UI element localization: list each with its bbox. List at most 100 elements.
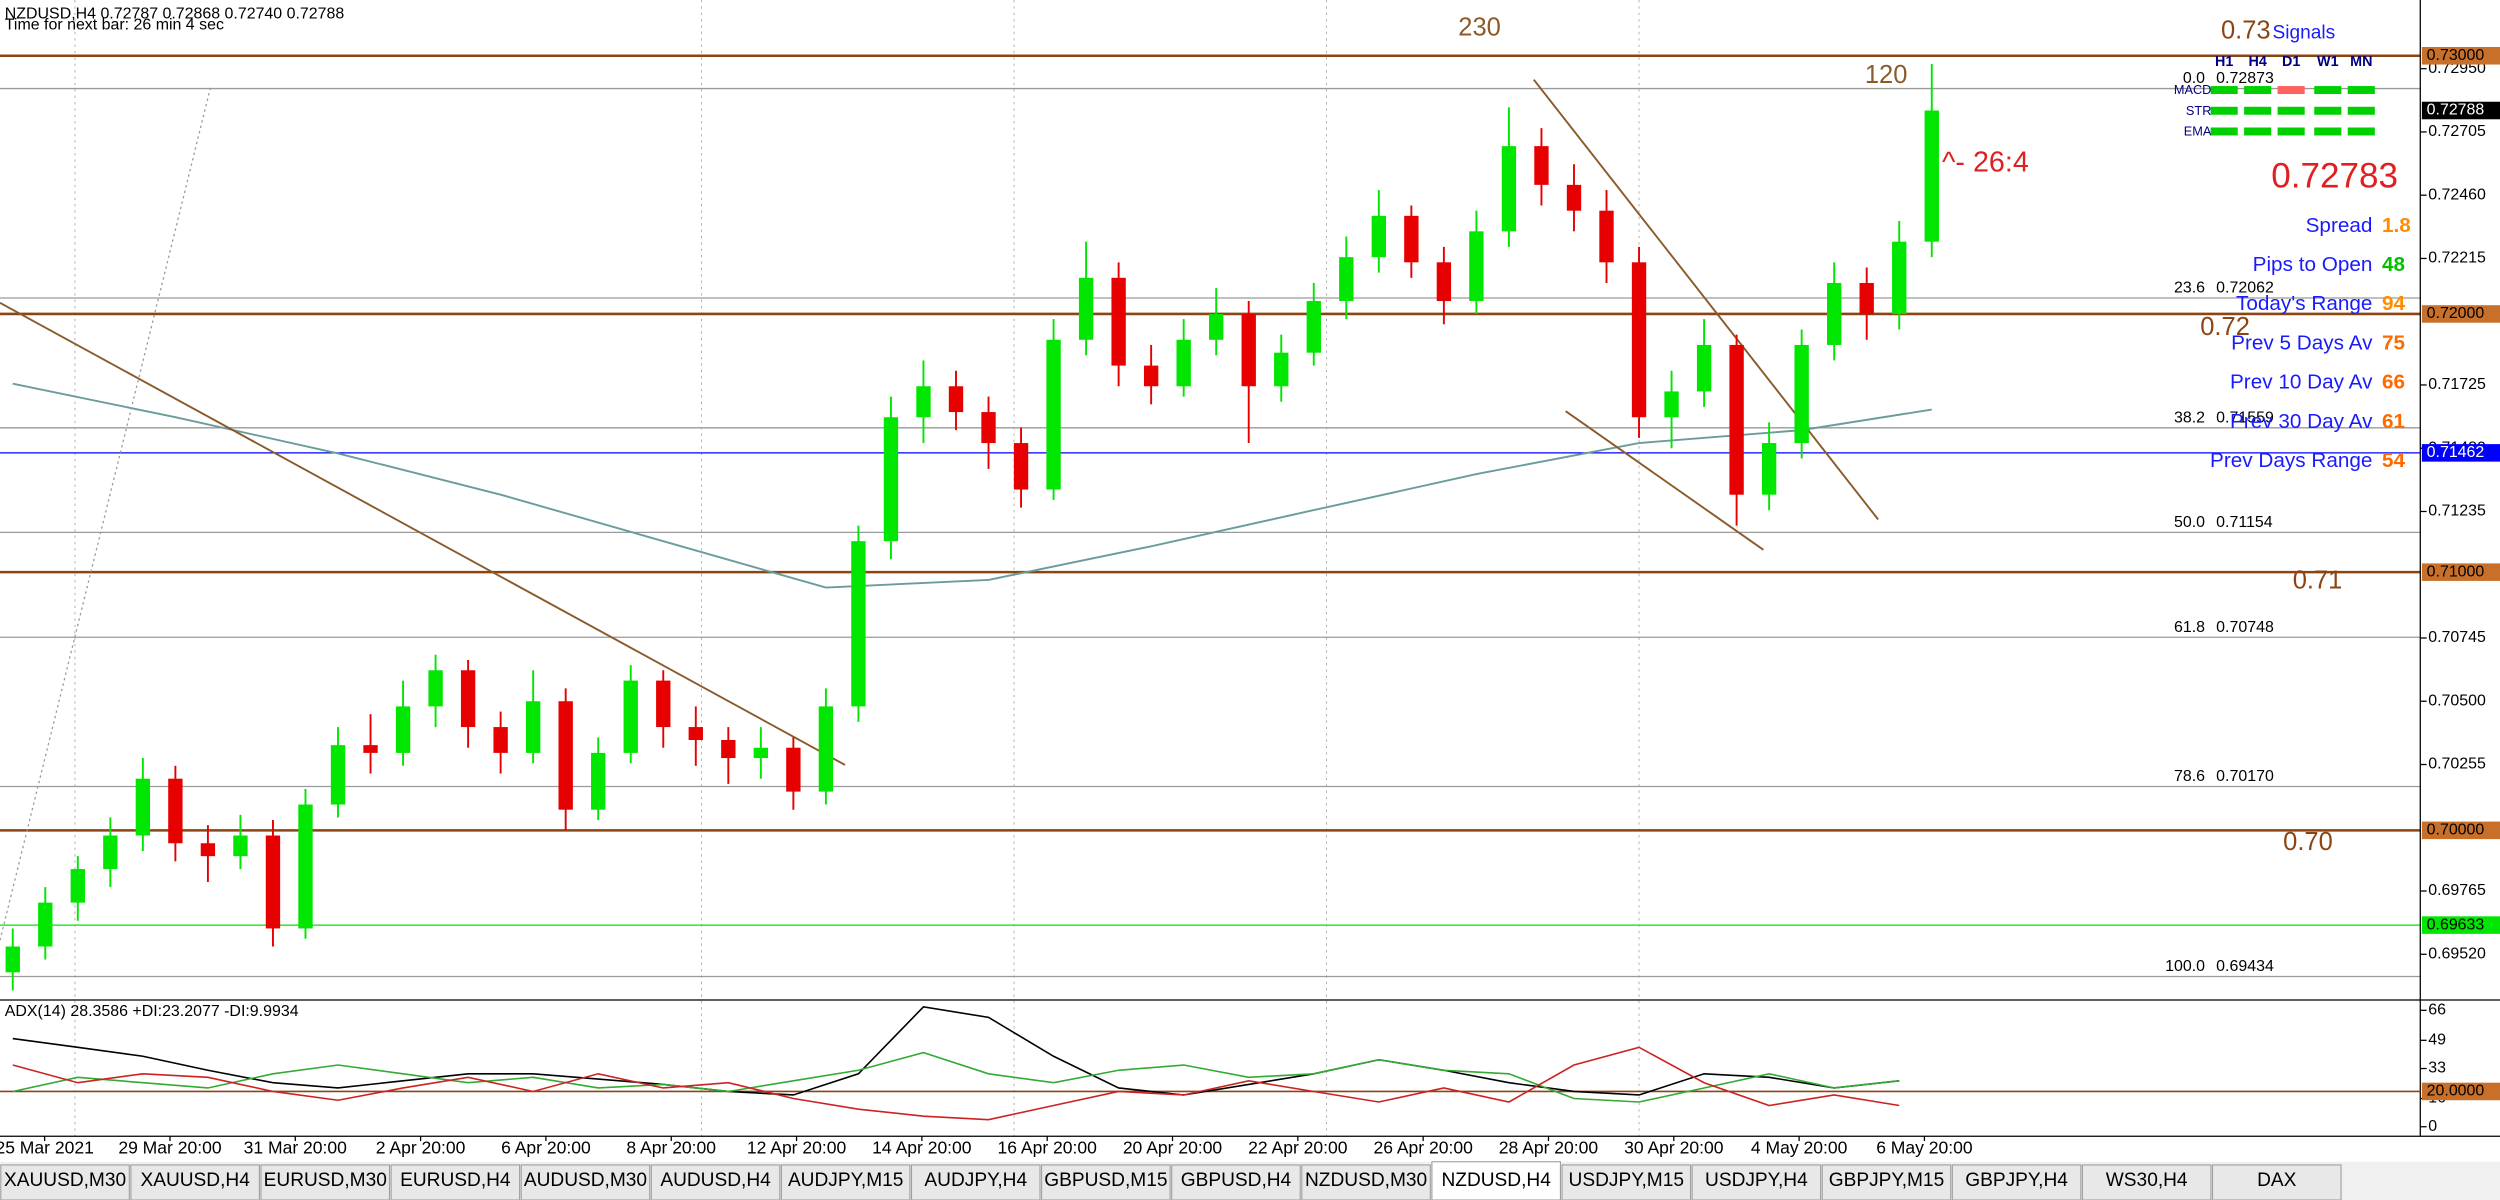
candle-body: [38, 902, 53, 947]
y-tick-label: 0.72215: [2428, 250, 2486, 267]
adx-title: ADX(14) 28.3586 +DI:23.2077 -DI:9.9934: [5, 1003, 299, 1020]
tab-label[interactable]: AUDJPY,M15: [788, 1170, 903, 1191]
trendline: [0, 301, 846, 766]
candle-body: [363, 745, 378, 753]
candle-body: [818, 706, 834, 792]
signal-column: H1: [2215, 54, 2233, 70]
candle-body: [948, 386, 964, 413]
candle-body: [1696, 344, 1712, 392]
candle-body: [591, 752, 606, 810]
candle-body: [1501, 146, 1517, 232]
trendline: [1565, 410, 1764, 551]
tab[interactable]: [1431, 1161, 1561, 1200]
candle-body: [558, 701, 573, 810]
candle-body: [1078, 277, 1094, 340]
tab-label[interactable]: WS30,H4: [2106, 1170, 2188, 1191]
tab[interactable]: [260, 1164, 391, 1200]
tab-label[interactable]: USDJPY,H4: [1705, 1170, 1808, 1191]
tab[interactable]: [1041, 1164, 1171, 1200]
candle-body: [1794, 344, 1809, 444]
level-tag-label: 0.71000: [2427, 563, 2485, 580]
tab-label[interactable]: XAUUSD,M30: [4, 1170, 126, 1191]
signal-cell: [2277, 86, 2305, 95]
tab-label[interactable]: NZDUSD,M30: [1305, 1170, 1427, 1191]
signal-cell: [2210, 127, 2238, 136]
time-label: 26 Apr 20:00: [1373, 1138, 1473, 1158]
info-value: 61: [2382, 410, 2405, 433]
y-tick-label: 0.71235: [2428, 503, 2486, 520]
tab[interactable]: [650, 1164, 781, 1200]
candles: [5, 64, 1939, 991]
tab[interactable]: [1691, 1164, 1822, 1200]
time-label: 14 Apr 20:00: [872, 1138, 972, 1158]
marker-tag-label: 0.69633: [2427, 916, 2485, 933]
tab[interactable]: [1821, 1164, 1952, 1200]
time-label: 6 May 20:00: [1876, 1138, 1973, 1158]
tab[interactable]: [520, 1164, 651, 1200]
time-label: 12 Apr 20:00: [747, 1138, 847, 1158]
tab-label[interactable]: USDJPY,M15: [1569, 1170, 1684, 1191]
tab-label[interactable]: GBPUSD,H4: [1181, 1170, 1292, 1191]
adx-tick-label: 0: [2428, 1118, 2437, 1135]
candle-body: [135, 778, 151, 836]
tab[interactable]: [1561, 1164, 1692, 1200]
tab-label[interactable]: GBPJPY,H4: [1965, 1170, 2068, 1191]
symbol-line: NZDUSD,H4 0.72787 0.72868 0.72740 0.7278…: [5, 6, 345, 23]
time-label: 16 Apr 20:00: [998, 1138, 1098, 1158]
tab-label[interactable]: EURUSD,H4: [400, 1170, 511, 1191]
time-label: 22 Apr 20:00: [1248, 1138, 1348, 1158]
tab-label[interactable]: DAX: [2257, 1170, 2297, 1191]
level-tag-label: 0.72000: [2427, 305, 2485, 322]
tab-label[interactable]: GBPJPY,M15: [1829, 1170, 1944, 1191]
fib-ratio: 0.0: [2183, 70, 2205, 87]
trendlines: [0, 79, 1879, 941]
time-label: 29 Mar 20:00: [118, 1138, 221, 1158]
dotted-trendline: [0, 87, 212, 941]
info-value: 48: [2382, 253, 2405, 276]
signal-column: W1: [2317, 54, 2339, 70]
candle-body: [1664, 391, 1679, 418]
bar-timer: Time for next bar: 26 min 4 sec: [5, 17, 224, 34]
tab-label[interactable]: NZDUSD,H4: [1441, 1170, 1551, 1191]
candle-body: [786, 747, 801, 792]
tab[interactable]: [1171, 1164, 1301, 1200]
signal-column: MN: [2350, 54, 2372, 70]
tab-label[interactable]: EURUSD,M30: [264, 1170, 387, 1191]
vertical-separators: [74, 0, 1640, 1137]
tab[interactable]: [1951, 1164, 2082, 1200]
candle-body: [493, 727, 508, 753]
candle-body: [623, 680, 638, 753]
y-tick-label: 0.72460: [2428, 186, 2486, 203]
adx-line: [12, 1051, 1900, 1103]
candle-body: [1339, 257, 1354, 302]
candle-body: [5, 946, 20, 973]
tab[interactable]: [2081, 1164, 2212, 1200]
level-label: 0.71: [2293, 566, 2343, 594]
tab-label[interactable]: AUDUSD,M30: [524, 1170, 647, 1191]
time-label: 25 Mar 2021: [0, 1138, 94, 1158]
fib-ratio: 78.6: [2174, 768, 2205, 785]
tab-label[interactable]: XAUUSD,H4: [140, 1170, 250, 1191]
candle-body: [1371, 215, 1387, 258]
adx-panel: ADX(14) 28.3586 +DI:23.2077 -DI:9.9934 66…: [0, 1002, 2500, 1135]
candle-body: [1827, 282, 1842, 345]
y-tick-label: 0.71725: [2428, 376, 2486, 393]
tab[interactable]: [910, 1164, 1041, 1200]
tab-label[interactable]: AUDUSD,H4: [660, 1170, 771, 1191]
tab[interactable]: [0, 1164, 130, 1200]
tab[interactable]: [1301, 1164, 1431, 1200]
candle-body: [1176, 339, 1191, 387]
tab[interactable]: [2211, 1164, 2342, 1200]
tab-label[interactable]: AUDJPY,H4: [924, 1170, 1027, 1191]
adx-tick-label: 49: [2428, 1032, 2446, 1049]
info-panel: ^- 26:4 0.72783 Spread 1.8 Pips to Open 48 Tod…: [1942, 147, 2411, 472]
tab[interactable]: [390, 1164, 521, 1200]
marker-tag: [2421, 916, 2500, 934]
tab-label[interactable]: GBPUSD,M15: [1044, 1170, 1167, 1191]
signal-cell: [2347, 106, 2375, 115]
tab[interactable]: [780, 1164, 911, 1200]
level-tag: [2421, 47, 2500, 65]
tab[interactable]: [130, 1164, 260, 1200]
